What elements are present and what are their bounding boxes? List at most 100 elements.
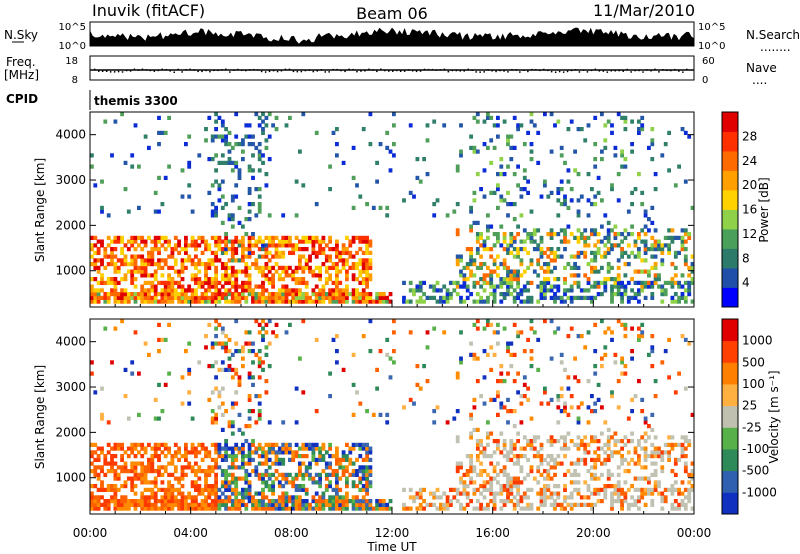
velocity-cell — [683, 502, 688, 507]
power-cell — [415, 299, 420, 304]
velocity-cell — [180, 499, 185, 504]
power-cell — [368, 292, 373, 297]
power-cell — [204, 295, 208, 300]
velocity-cell — [596, 457, 601, 462]
velocity-cell — [113, 326, 118, 331]
nave-dot — [455, 69, 458, 72]
power-cell — [506, 243, 510, 248]
power-cell — [267, 239, 272, 244]
velocity-cell — [190, 450, 195, 455]
velocity-cell — [220, 457, 225, 462]
power-cell — [103, 280, 108, 285]
nave-dot — [157, 69, 160, 72]
power-cell — [254, 258, 259, 263]
power-cell — [217, 258, 222, 263]
velocity-cell — [163, 502, 168, 507]
nave-dot — [415, 70, 418, 73]
power-cell — [670, 280, 675, 285]
nave-dot — [686, 68, 688, 71]
power-cell — [251, 262, 255, 267]
velocity-cell — [217, 495, 222, 500]
velocity-cell — [311, 450, 316, 455]
velocity-cell — [254, 506, 259, 511]
power-cell — [553, 232, 557, 237]
power-cell — [381, 295, 386, 300]
power-cell — [449, 280, 453, 285]
power-cell — [244, 232, 249, 237]
power-cell — [489, 247, 494, 252]
velocity-cell — [261, 360, 265, 365]
velocity-cell — [220, 330, 225, 335]
power-cell — [657, 243, 661, 248]
velocity-colorbar-tick: -100 — [742, 442, 769, 456]
velocity-cell — [140, 491, 145, 496]
velocity-cell — [106, 450, 111, 455]
power-cell — [623, 115, 628, 120]
power-cell — [133, 277, 138, 282]
power-cell — [683, 232, 688, 237]
power-cell — [311, 247, 316, 252]
velocity-cell — [355, 495, 359, 500]
velocity-cell — [425, 330, 430, 335]
power-cell — [657, 277, 661, 282]
velocity-cell — [143, 469, 148, 474]
velocity-cell — [650, 364, 655, 369]
power-cell — [187, 258, 192, 263]
velocity-cell — [556, 405, 561, 410]
time-tick-label: 08:00 — [274, 526, 309, 540]
power-cell — [338, 288, 343, 293]
velocity-cell — [214, 495, 218, 500]
power-cell — [157, 115, 161, 120]
velocity-cell — [123, 480, 128, 485]
velocity-cell — [613, 431, 618, 436]
power-cell — [455, 292, 460, 297]
power-cell — [284, 284, 289, 289]
velocity-cell — [506, 420, 510, 425]
power-cell — [338, 280, 343, 285]
power-cell — [653, 277, 658, 282]
velocity-cell — [361, 487, 366, 492]
power-cell — [455, 202, 460, 207]
velocity-cell — [187, 371, 192, 376]
velocity-cell — [637, 487, 641, 492]
power-cell — [667, 130, 671, 135]
velocity-cell — [113, 472, 118, 477]
velocity-cell — [341, 506, 346, 511]
power-cell — [532, 123, 537, 128]
velocity-cell — [93, 506, 98, 511]
power-cell — [224, 292, 228, 297]
power-cell — [321, 247, 326, 252]
power-cell — [210, 157, 215, 162]
power-cell — [361, 127, 366, 132]
power-cell — [130, 269, 135, 274]
power-cell — [573, 265, 577, 270]
velocity-cell — [264, 495, 269, 500]
power-cell — [214, 112, 218, 117]
power-cell — [529, 232, 534, 237]
velocity-cell — [160, 337, 165, 342]
velocity-cell — [351, 506, 356, 511]
power-cell — [204, 280, 208, 285]
velocity-cell — [385, 352, 390, 357]
power-cell — [516, 123, 520, 128]
velocity-cell — [563, 401, 567, 406]
power-cell — [626, 243, 631, 248]
power-cell — [556, 295, 561, 300]
power-cell — [314, 273, 319, 278]
velocity-cell — [120, 499, 124, 504]
power-cell — [392, 123, 396, 128]
nave-dot — [264, 71, 267, 73]
power-cell — [106, 280, 111, 285]
velocity-cell — [207, 465, 212, 470]
power-cell — [355, 183, 359, 188]
power-cell — [140, 235, 145, 240]
velocity-cell — [637, 457, 641, 462]
power-cell — [251, 202, 255, 207]
power-cell — [113, 292, 118, 297]
power-cell — [113, 239, 118, 244]
power-cell — [281, 284, 286, 289]
velocity-cell — [241, 495, 245, 500]
velocity-cell — [408, 397, 413, 402]
velocity-cell — [361, 472, 366, 477]
velocity-cell — [620, 439, 624, 444]
